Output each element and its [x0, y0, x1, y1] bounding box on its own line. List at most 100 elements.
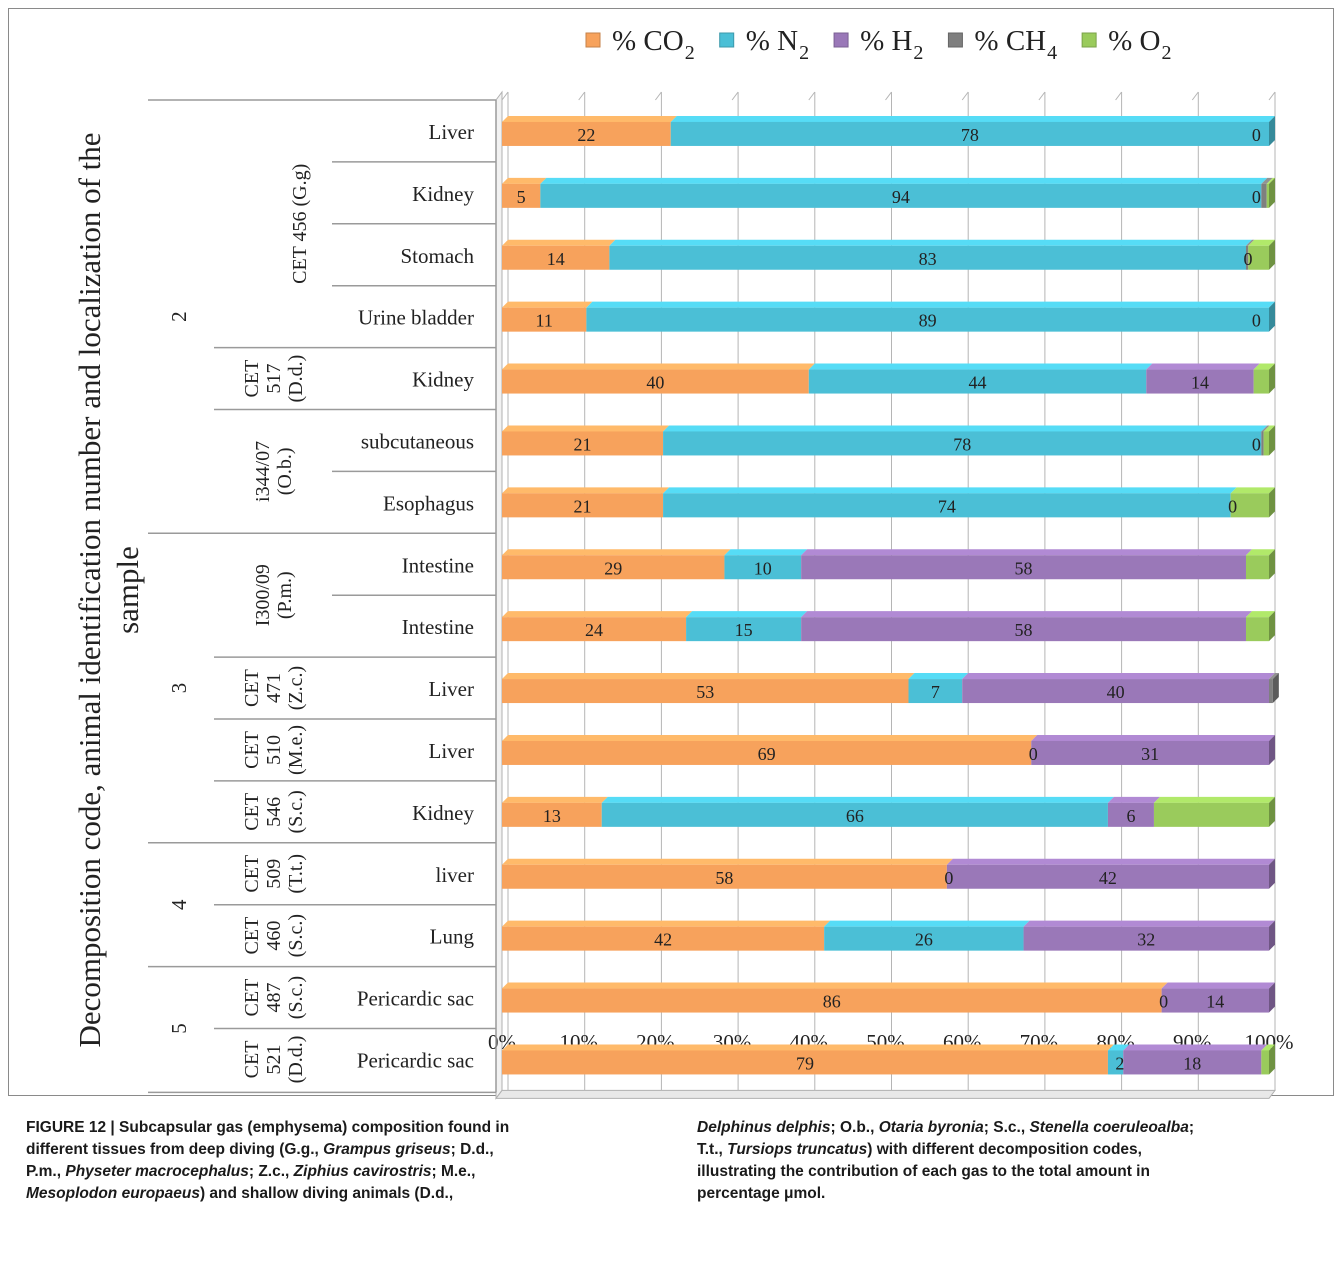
animal-id-label: (Z.c.)	[285, 666, 307, 710]
gridline-perspective	[808, 91, 816, 101]
bar-segment-top	[502, 611, 693, 618]
y-axis-title-line2: sample	[110, 546, 145, 634]
bar-segment	[1261, 183, 1267, 208]
bar-segment-top	[586, 301, 1275, 308]
bar-segment-top	[502, 920, 831, 927]
data-label: 32	[1137, 930, 1155, 950]
data-label: 0	[1252, 434, 1261, 454]
legend-label-subscript: 2	[1161, 42, 1171, 64]
bar-segment	[1266, 183, 1269, 208]
data-label: 42	[654, 930, 672, 950]
data-label: 0	[1252, 125, 1261, 145]
data-label: 40	[1107, 682, 1125, 702]
animal-id-label: (S.c.)	[285, 976, 307, 1019]
bar-segment-top	[1245, 611, 1275, 618]
legend-label-subscript: 2	[913, 42, 923, 64]
tissue-label: Kidney	[412, 182, 474, 206]
caption-line: Mesoplodon europaeus) and shallow diving…	[26, 1183, 611, 1205]
caption-text: ; M.e.,	[431, 1163, 476, 1180]
animal-id-label: CET	[241, 793, 263, 831]
bar-segment	[1261, 431, 1264, 456]
bar-end-face	[1269, 301, 1275, 332]
bar-segment-top	[808, 363, 1153, 370]
bar-segment	[663, 431, 1262, 456]
bar-segment	[586, 307, 1269, 332]
data-label: 0	[1252, 311, 1261, 331]
legend-swatch	[947, 32, 963, 48]
bar-segment	[502, 864, 947, 889]
bar-segment-top	[1023, 920, 1275, 927]
animal-id-label: i344/07	[252, 441, 274, 502]
bar-segment-top	[502, 673, 915, 680]
animal-id-label: CET	[241, 917, 263, 955]
data-label: 66	[846, 806, 864, 826]
bar-segment	[724, 555, 802, 580]
data-label: 44	[969, 373, 987, 393]
bar-segment-top	[1261, 177, 1273, 184]
animal-id-label: (M.e.)	[285, 725, 307, 775]
animal-id-label: I300/09	[252, 564, 274, 626]
data-label: 0	[1228, 496, 1237, 516]
data-label: 11	[536, 311, 553, 331]
bar-segment-top	[502, 549, 731, 556]
caption-species-name: Tursiops truncatus	[727, 1141, 868, 1158]
bar-segment	[962, 679, 1269, 704]
tissue-label: liver	[436, 863, 474, 887]
data-label: 14	[547, 249, 565, 269]
legend-swatch	[833, 32, 849, 48]
bar-segment	[808, 369, 1147, 394]
bar-segment	[502, 679, 909, 704]
bar-segment-top	[540, 177, 1268, 184]
data-label: 83	[919, 249, 937, 269]
data-label: 58	[715, 868, 733, 888]
bar-segment-top	[1153, 796, 1275, 803]
gridline-perspective	[501, 91, 509, 101]
data-label: 5	[517, 187, 526, 207]
caption-text: ) with different decomposition codes,	[867, 1141, 1142, 1158]
bar-segment-top	[670, 115, 1275, 122]
bar-segment-top	[502, 301, 593, 308]
tissue-label: Pericardic sac	[357, 987, 474, 1011]
bar-segment-top	[609, 239, 1252, 246]
caption-text: ; O.b.,	[830, 1119, 879, 1136]
bar-segment	[502, 555, 725, 580]
legend-label-subscript: 4	[1047, 42, 1057, 64]
bar-segment-top	[1245, 549, 1275, 556]
data-label: 78	[961, 125, 979, 145]
bar-end-face	[1269, 487, 1275, 518]
bar-segment	[1107, 1050, 1124, 1075]
data-label: 15	[735, 620, 753, 640]
bar-segment-top	[1161, 982, 1275, 989]
decomposition-code-label: 3	[167, 683, 191, 694]
bar-segment-top	[1253, 363, 1275, 370]
bar-segment	[502, 493, 664, 518]
caption-text: ; D.d.,	[450, 1141, 494, 1158]
bar-segment	[502, 988, 1162, 1013]
animal-id-label: (T.t.)	[285, 854, 307, 894]
caption-text: ) and shallow diving animals (D.d.,	[199, 1185, 454, 1202]
bar-end-face	[1269, 425, 1275, 456]
caption-line: P.m., Physeter macrocephalus; Z.c., Ziph…	[26, 1161, 611, 1183]
bar-segment	[502, 926, 825, 951]
legend-swatch	[585, 32, 601, 48]
y-axis-title-line1: Decomposition code, animal identificatio…	[72, 132, 107, 1047]
data-label: 79	[796, 1053, 814, 1073]
bar-end-face	[1269, 858, 1275, 889]
bar-segment-top	[1146, 363, 1260, 370]
data-label: 29	[604, 558, 622, 578]
bar-segment-top	[801, 611, 1252, 618]
figure-caption-right: Delphinus delphis; O.b., Otaria byronia;…	[697, 1117, 1297, 1205]
legend-label: % O	[1108, 25, 1160, 57]
bar-segment	[1031, 740, 1269, 765]
animal-id-label: 460	[263, 921, 285, 951]
bar-segment	[502, 802, 602, 827]
caption-species-name: Grampus griseus	[323, 1141, 451, 1158]
bar-segment-top	[502, 982, 1168, 989]
caption-species-name: Mesoplodon europaeus	[26, 1185, 200, 1202]
caption-text: P.m.,	[26, 1163, 66, 1180]
gridline-perspective	[1038, 91, 1046, 101]
data-label: 7	[931, 682, 940, 702]
tissue-label: Pericardic sac	[357, 1048, 474, 1072]
legend-label: % H	[860, 25, 912, 57]
side-wall	[495, 90, 503, 1100]
